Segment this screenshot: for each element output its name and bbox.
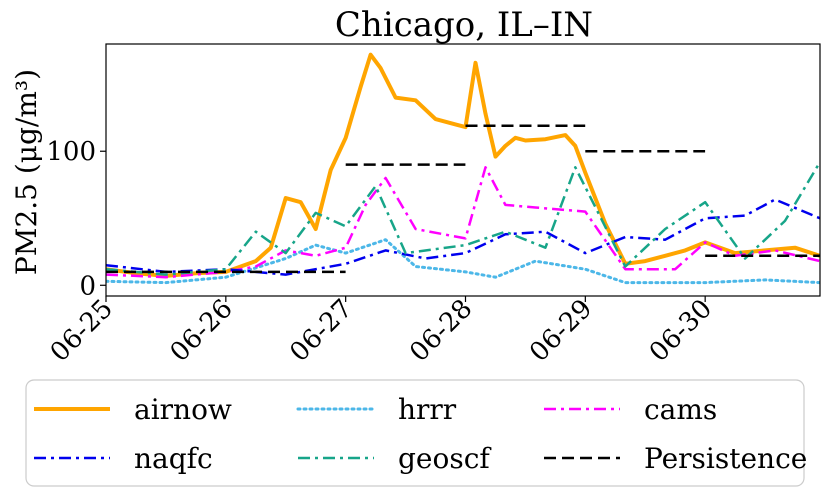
series-line-naqfc bbox=[106, 198, 820, 276]
legend-item-hrrr: hrrr bbox=[296, 393, 457, 426]
y-axis-label: PM2.5 (μg/m³) bbox=[10, 69, 43, 275]
legend-label: cams bbox=[644, 393, 717, 426]
y-axis-label-text: PM2.5 (μg/m³) bbox=[10, 69, 43, 275]
y-tick-label: 100 bbox=[46, 137, 96, 167]
series-line-airnow bbox=[106, 52, 820, 278]
series-lines bbox=[106, 52, 820, 285]
plot-frame bbox=[105, 43, 821, 297]
x-tick-label: 06-26 bbox=[165, 294, 239, 368]
legend-label: airnow bbox=[134, 393, 232, 426]
legend-item-cams: cams bbox=[544, 393, 717, 426]
series-persistence bbox=[106, 124, 820, 274]
legend-item-naqfc: naqfc bbox=[34, 442, 213, 475]
legend-label: hrrr bbox=[398, 393, 457, 426]
chart-title: Chicago, IL–IN bbox=[335, 5, 593, 45]
y-tick-label: 0 bbox=[79, 271, 96, 301]
series-line-geoscf bbox=[106, 161, 820, 276]
series-naqfc bbox=[106, 198, 820, 276]
x-tick-label: 06-25 bbox=[45, 294, 119, 368]
x-tick-label: 06-28 bbox=[404, 294, 478, 368]
legend-label: naqfc bbox=[134, 442, 213, 475]
series-line-hrrr bbox=[106, 238, 820, 285]
series-geoscf bbox=[106, 161, 820, 276]
legend-box bbox=[25, 379, 805, 487]
legend-label: Persistence bbox=[644, 442, 807, 475]
x-tick-label: 06-27 bbox=[284, 294, 358, 368]
series-cams bbox=[106, 166, 820, 279]
legend-label: geoscf bbox=[398, 442, 492, 475]
legend-item-airnow: airnow bbox=[34, 393, 232, 426]
series-airnow bbox=[106, 52, 820, 278]
x-tick-label: 06-30 bbox=[644, 294, 718, 368]
legend-item-geoscf: geoscf bbox=[298, 442, 492, 475]
series-line-cams bbox=[106, 166, 820, 279]
series-hrrr bbox=[106, 238, 820, 285]
x-tick-label: 06-29 bbox=[524, 294, 598, 368]
legend: airnow hrrr cams naqfc geoscf Persistence bbox=[25, 379, 807, 487]
plot-area: 0 100 06-25 06-26 06-27 06-28 06-29 06-30 bbox=[45, 43, 821, 368]
legend-item-persistence: Persistence bbox=[544, 442, 807, 475]
